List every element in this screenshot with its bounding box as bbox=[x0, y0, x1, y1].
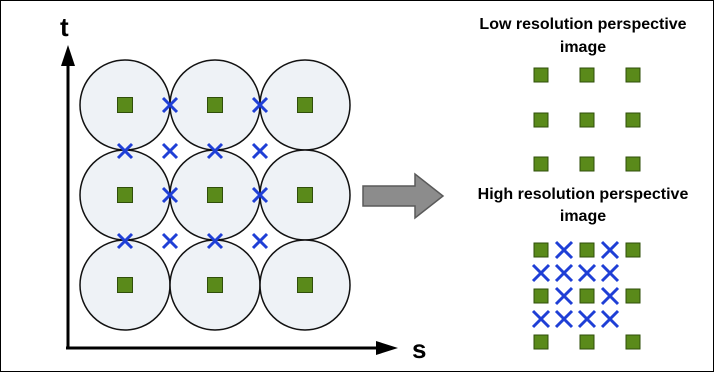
blue-cross-icon bbox=[251, 96, 269, 114]
green-square-icon bbox=[579, 156, 595, 172]
blue-cross-icon bbox=[600, 240, 620, 260]
blue-cross-icon bbox=[206, 232, 224, 250]
low-res-sample-grid bbox=[533, 67, 641, 172]
green-square-icon bbox=[579, 67, 595, 83]
green-square-icon bbox=[579, 334, 595, 350]
green-square-icon bbox=[625, 156, 641, 172]
green-square-icon bbox=[297, 97, 313, 113]
blue-cross-icon bbox=[577, 263, 597, 283]
green-square-icon bbox=[117, 277, 133, 293]
blue-cross-icon bbox=[251, 186, 269, 204]
blue-cross-icon bbox=[531, 309, 551, 329]
blue-cross-icon bbox=[251, 142, 269, 160]
green-square-icon bbox=[117, 187, 133, 203]
green-square-icon bbox=[625, 112, 641, 128]
green-square-icon bbox=[625, 67, 641, 83]
blue-cross-icon bbox=[577, 309, 597, 329]
low-res-title-line2: image bbox=[560, 39, 606, 56]
high-res-title-line1: High resolution perspective bbox=[478, 186, 689, 203]
t-axis-arrowhead bbox=[61, 45, 75, 66]
green-square-icon bbox=[533, 334, 549, 350]
green-square-icon bbox=[207, 277, 223, 293]
green-square-icon bbox=[533, 112, 549, 128]
s-axis-arrowhead bbox=[376, 341, 398, 355]
right-arrow-icon bbox=[362, 172, 445, 220]
green-square-icon bbox=[533, 288, 549, 304]
blue-cross-icon bbox=[251, 232, 269, 250]
high-res-sample-grid bbox=[531, 240, 641, 350]
green-square-icon bbox=[533, 156, 549, 172]
interpolated-sample-crosses bbox=[116, 96, 269, 250]
green-square-icon bbox=[207, 187, 223, 203]
blue-cross-icon bbox=[554, 263, 574, 283]
blue-cross-icon bbox=[554, 240, 574, 260]
green-square-icon bbox=[533, 67, 549, 83]
green-square-icon bbox=[625, 288, 641, 304]
blue-cross-icon bbox=[161, 96, 179, 114]
blue-cross-icon bbox=[600, 309, 620, 329]
green-square-icon bbox=[625, 334, 641, 350]
blue-cross-icon bbox=[206, 142, 224, 160]
blue-cross-icon bbox=[554, 309, 574, 329]
blue-cross-icon bbox=[161, 186, 179, 204]
high-res-title-line2: image bbox=[560, 208, 606, 225]
blue-cross-icon bbox=[161, 142, 179, 160]
green-square-icon bbox=[297, 277, 313, 293]
t-axis-label: t bbox=[60, 12, 69, 42]
blue-cross-icon bbox=[531, 263, 551, 283]
blue-cross-icon bbox=[161, 232, 179, 250]
lens-sample-squares bbox=[117, 97, 313, 293]
green-square-icon bbox=[579, 242, 595, 258]
blue-cross-icon bbox=[600, 263, 620, 283]
blue-cross-icon bbox=[116, 142, 134, 160]
s-axis-label: s bbox=[412, 334, 426, 364]
green-square-icon bbox=[207, 97, 223, 113]
low-res-title-line1: Low resolution perspective bbox=[479, 16, 686, 33]
green-square-icon bbox=[625, 242, 641, 258]
green-square-icon bbox=[533, 242, 549, 258]
blue-cross-icon bbox=[116, 232, 134, 250]
blue-cross-icon bbox=[600, 286, 620, 306]
blue-cross-icon bbox=[554, 286, 574, 306]
green-square-icon bbox=[117, 97, 133, 113]
green-square-icon bbox=[297, 187, 313, 203]
green-square-icon bbox=[579, 112, 595, 128]
green-square-icon bbox=[579, 288, 595, 304]
axes: t s bbox=[60, 12, 426, 364]
